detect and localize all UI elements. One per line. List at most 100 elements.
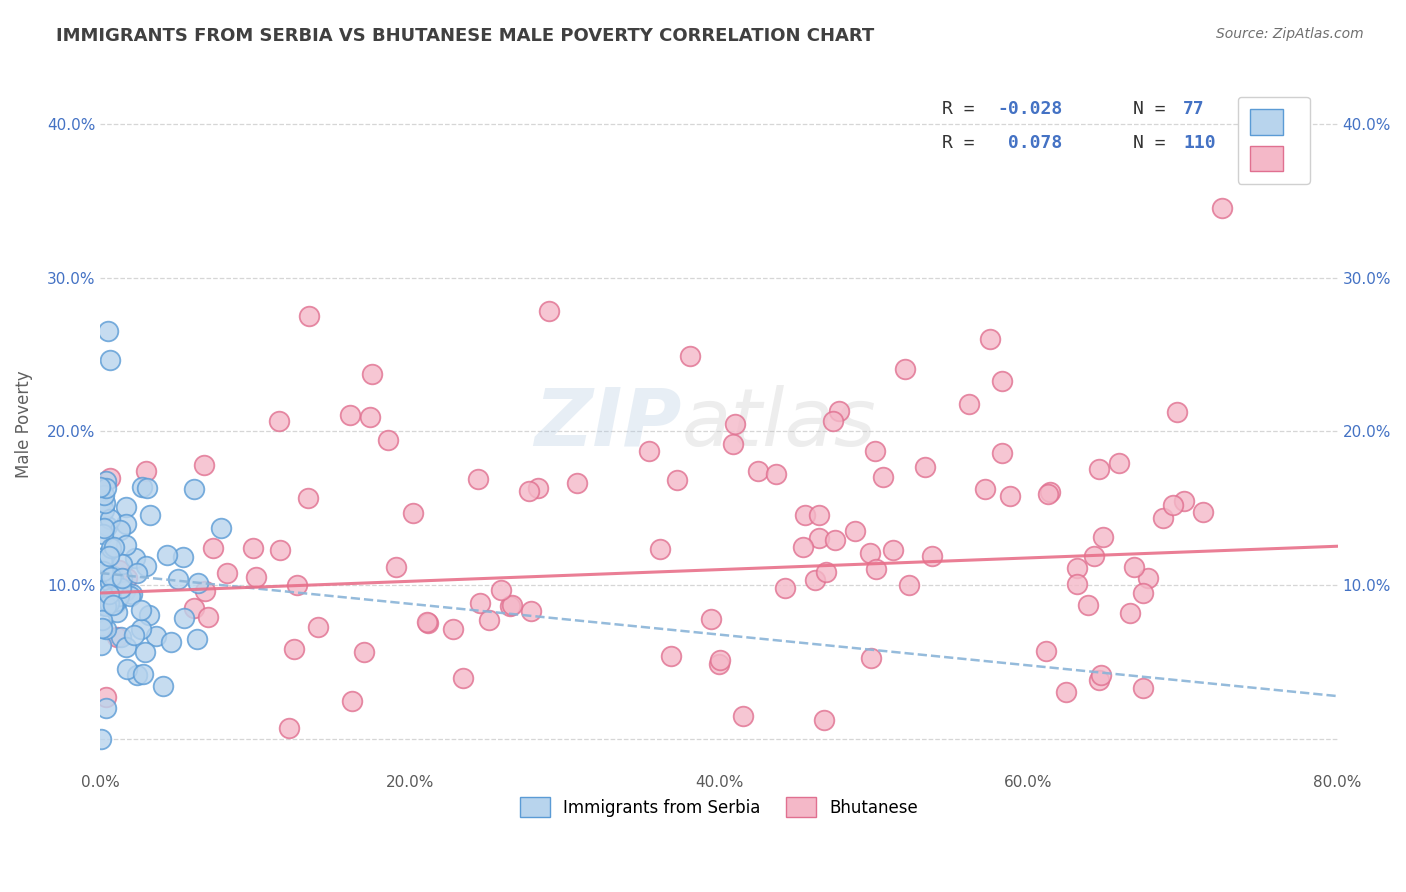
Point [565, 475, 588, 490]
Point [135, 559, 157, 574]
Point [700, 612, 723, 626]
Point [107, 563, 129, 577]
Point [1191, 505, 1213, 519]
Point [307, 620, 329, 634]
Point [107, 630, 129, 644]
Point [859, 650, 882, 665]
Text: Source: ZipAtlas.com: Source: ZipAtlas.com [1216, 27, 1364, 41]
Point [353, 645, 375, 659]
Point [111, 571, 134, 585]
Point [468, 596, 491, 610]
Text: R =: R = [942, 100, 986, 118]
Point [1136, 571, 1159, 585]
Point [342, 693, 364, 707]
Point [402, 506, 425, 520]
Point [821, 414, 844, 428]
Point [96, 519, 118, 533]
Point [91, 527, 114, 541]
Point [90, 638, 112, 652]
Point [108, 590, 131, 604]
Point [152, 679, 174, 693]
Point [359, 409, 381, 424]
Point [90, 732, 112, 747]
Point [187, 575, 209, 590]
Point [105, 605, 128, 619]
Point [731, 709, 754, 723]
Point [1166, 405, 1188, 419]
Point [245, 570, 267, 584]
Point [792, 541, 814, 555]
Point [183, 600, 205, 615]
Point [242, 541, 264, 555]
Point [172, 550, 194, 565]
Point [1088, 461, 1111, 475]
Point [974, 483, 997, 497]
Point [96, 599, 118, 613]
Point [1066, 577, 1088, 591]
Point [173, 611, 195, 625]
Point [131, 480, 153, 494]
Point [298, 309, 321, 323]
Point [872, 469, 894, 483]
Point [100, 470, 122, 484]
Point [98, 587, 121, 601]
Point [90, 613, 112, 627]
Point [93, 521, 115, 535]
Point [666, 473, 689, 487]
Point [100, 570, 122, 584]
Point [131, 602, 153, 616]
Point [167, 572, 190, 586]
Point [156, 549, 179, 563]
Point [859, 546, 882, 560]
Point [105, 594, 128, 608]
Point [659, 649, 682, 664]
Point [117, 571, 139, 585]
Text: N =: N = [1133, 134, 1177, 153]
Text: -0.028: -0.028 [997, 100, 1063, 118]
Point [813, 714, 835, 728]
Point [882, 543, 904, 558]
Point [824, 533, 846, 548]
Point [377, 433, 399, 447]
Point [1173, 493, 1195, 508]
Point [1132, 586, 1154, 600]
Point [648, 541, 671, 556]
Point [136, 481, 159, 495]
Point [1211, 201, 1233, 215]
Point [139, 508, 162, 522]
Point [361, 367, 384, 381]
Point [120, 590, 142, 604]
Point [90, 494, 112, 508]
Point [807, 531, 830, 545]
Point [160, 634, 183, 648]
Point [135, 464, 157, 478]
Point [125, 566, 148, 580]
Point [197, 610, 219, 624]
Point [90, 598, 112, 612]
Point [105, 596, 128, 610]
Point [287, 578, 309, 592]
Point [794, 508, 817, 522]
Point [897, 578, 920, 592]
Point [183, 482, 205, 496]
Point [110, 582, 132, 596]
Point [98, 352, 121, 367]
Point [269, 543, 291, 558]
Point [991, 446, 1014, 460]
Point [537, 304, 560, 318]
Point [1091, 530, 1114, 544]
Point [110, 523, 132, 537]
Point [115, 516, 138, 531]
Point [297, 491, 319, 505]
Point [89, 480, 111, 494]
Point [115, 538, 138, 552]
Point [957, 397, 980, 411]
Point [114, 640, 136, 654]
Point [517, 484, 540, 499]
Point [278, 721, 301, 735]
Point [125, 668, 148, 682]
Point [121, 587, 143, 601]
Point [114, 500, 136, 514]
Point [98, 512, 121, 526]
Point [637, 444, 659, 458]
